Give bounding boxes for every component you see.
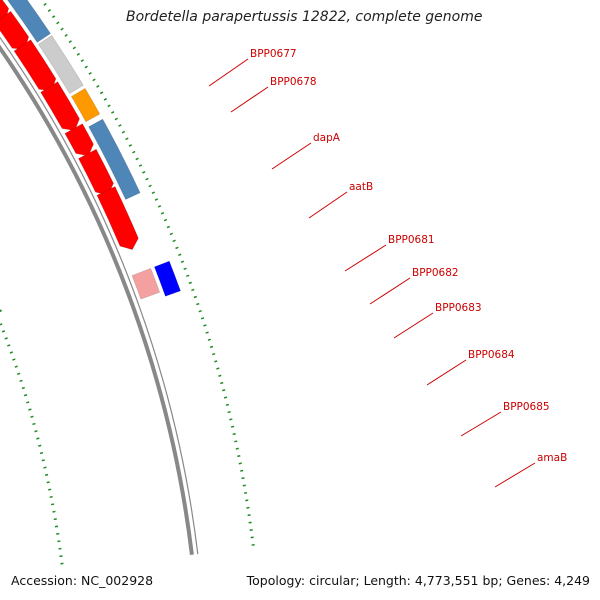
backbone-line [0, 44, 194, 555]
gene-label-leader [230, 86, 269, 113]
gene-label: BPP0678 [270, 76, 317, 88]
cds-gene-steelblue [88, 118, 141, 200]
gene-label: BPP0677 [250, 48, 297, 60]
gene-label-leader [426, 359, 467, 386]
accession-text: Accession: NC_002928 [9, 573, 156, 588]
cds-forward-gene [40, 81, 80, 131]
map-title: Bordetella parapertussis 12822, complete… [120, 7, 489, 27]
gene-label-leader [308, 191, 348, 219]
gene-label-leader [393, 312, 434, 339]
gene-label-leader [460, 411, 502, 437]
gene-track [0, 0, 181, 300]
gene-label: amaB [537, 452, 567, 464]
cds-forward-gene [96, 186, 139, 250]
cds-forward-gene [64, 123, 94, 157]
cds-gene-steelblue [7, 0, 51, 43]
cds-gene-blue [154, 260, 181, 297]
gene-label-leader [271, 142, 312, 170]
gene-label: aatB [349, 181, 373, 193]
ruler-tick [0, 309, 2, 313]
gene-label-leader [344, 244, 387, 272]
gene-label-leader [208, 58, 249, 87]
gene-label-leader [369, 277, 411, 305]
cds-reverse-gene [38, 35, 84, 94]
genome-summary-text: Topology: circular; Length: 4,773,551 bp… [244, 573, 592, 588]
backbone-inner-line [0, 36, 199, 555]
gene-label: BPP0685 [503, 401, 550, 413]
gene-label: BPP0682 [412, 267, 459, 279]
gene-label: BPP0681 [388, 234, 435, 246]
genome-backbone [0, 36, 199, 555]
gene-label: dapA [313, 132, 341, 144]
gene-label: BPP0683 [435, 302, 482, 314]
gene-label: BPP0684 [468, 349, 515, 361]
gene-labels: BPP0677 BPP0678 dapA aatB BPP0681 BPP0682 BPP0… [208, 48, 567, 488]
gene-label-leader [494, 462, 536, 488]
cds-gene-pink [131, 268, 161, 300]
cds-gene-orange [70, 87, 101, 123]
